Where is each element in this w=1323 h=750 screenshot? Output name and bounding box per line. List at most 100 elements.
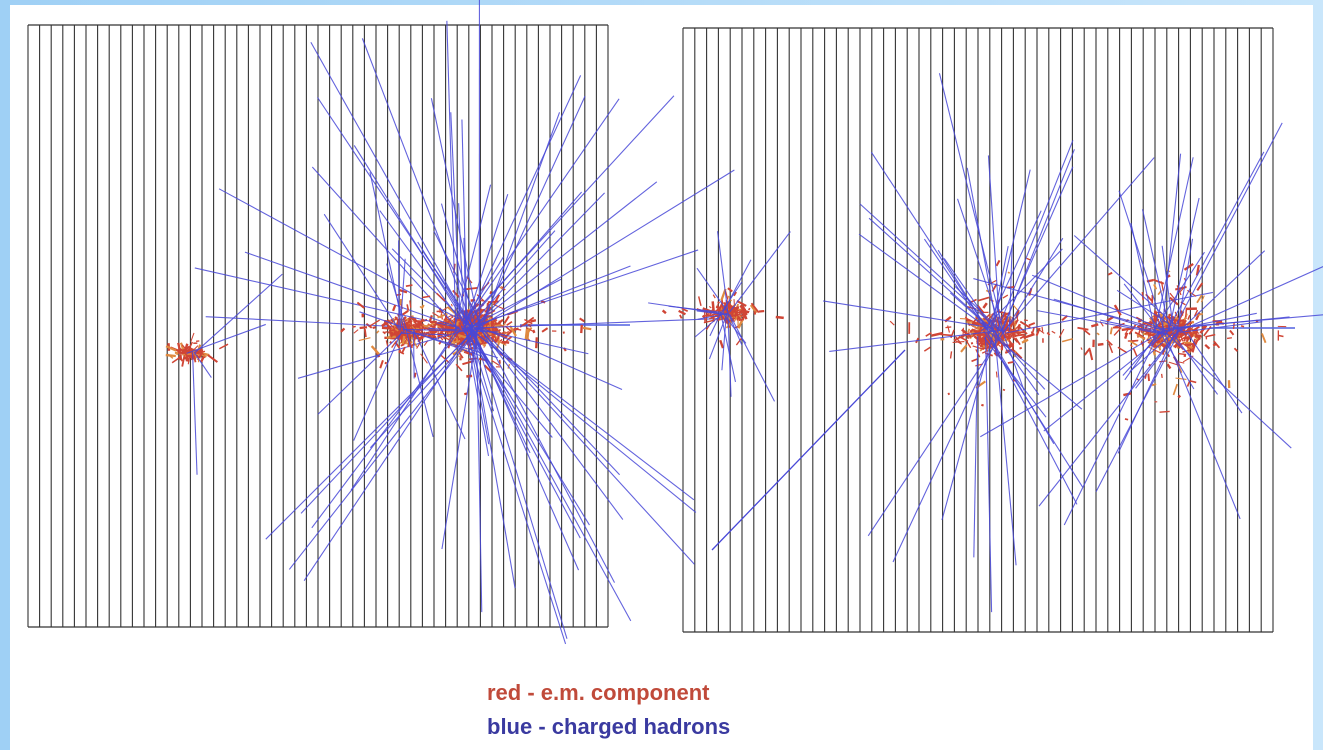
em-track [1178,396,1180,398]
em-track [1018,324,1019,329]
hadron-track [1119,191,1165,332]
em-track [663,310,666,313]
em-track [1008,272,1010,273]
em-track [749,308,750,310]
em-track [1227,338,1232,339]
em-track [373,327,376,328]
hadron-track [354,145,469,330]
legend-hadrons: blue - charged hadrons [487,714,730,740]
em-track [970,330,971,332]
em-track [1197,283,1202,290]
em-track [457,338,458,340]
em-track [759,311,764,312]
em-track [1168,364,1171,368]
em-track [1190,381,1196,383]
hadron-track [187,324,266,353]
em-track [1019,348,1021,349]
em-track [403,311,409,315]
em-track [1154,284,1156,289]
hadron-track [461,99,619,327]
hadron-track [730,314,775,401]
hadron-track [712,350,905,550]
em-track [399,350,400,353]
em-track [1160,411,1170,412]
em-track [415,373,416,378]
em-track [996,372,997,378]
hadron-track [829,330,1001,351]
hadron-track [859,234,992,331]
em-track [501,342,509,343]
em-track [1184,264,1193,270]
em-track [699,296,701,305]
em-track [1154,351,1155,356]
em-track [1230,330,1234,334]
em-track [981,405,983,406]
em-track [1159,361,1166,362]
em-track [1111,327,1112,334]
em-track [945,327,951,328]
hadron-track [723,260,751,313]
em-track [414,326,419,327]
em-track [353,326,356,327]
em-track [1241,326,1244,327]
em-track [488,301,499,302]
em-track [385,362,386,364]
em-track [973,329,977,330]
em-track [1077,328,1088,330]
em-track [407,319,409,320]
em-track [1173,384,1177,395]
em-track [503,332,506,333]
em-track [720,340,723,348]
em-track [466,376,472,377]
em-track [754,311,755,314]
em-track [1169,315,1171,316]
em-track [1052,331,1055,333]
hadron-track [482,112,560,328]
hadron-track [479,327,623,520]
hadron-track [868,329,1005,536]
em-track [1148,374,1149,381]
em-track [739,312,749,313]
em-track [495,325,501,326]
em-track [1098,344,1104,345]
em-track [1003,295,1008,298]
em-track [1024,320,1028,321]
em-track [1186,314,1187,316]
em-track [709,306,711,307]
em-track [1128,340,1138,341]
em-track [1183,338,1189,339]
hadron-track [1074,235,1186,334]
em-track [951,351,952,358]
em-track [729,306,730,309]
em-track [986,347,987,351]
em-track [890,321,894,325]
legend-em: red - e.m. component [487,680,709,706]
em-track [490,291,491,294]
em-track [948,393,949,395]
hadron-track [318,332,403,415]
hadron-track [939,73,1003,332]
em-track [1029,323,1035,325]
em-track [743,316,745,320]
em-track [528,328,529,340]
em-track [1162,374,1163,378]
em-track [583,328,591,329]
em-track [377,331,379,333]
em-track [580,318,585,321]
em-track [1234,323,1235,329]
em-track [1114,327,1121,335]
em-track [507,322,512,326]
em-track [581,325,582,333]
em-track [483,345,486,346]
hadron-track [447,21,456,330]
em-track [1091,324,1098,326]
em-track [1141,331,1142,333]
em-track [713,301,714,311]
em-track [680,315,682,318]
shower-figure [0,0,1323,750]
em-track [968,329,969,332]
hadron-track [974,336,978,557]
em-track [542,328,548,332]
hadron-track [730,232,791,313]
em-track [1059,329,1064,337]
